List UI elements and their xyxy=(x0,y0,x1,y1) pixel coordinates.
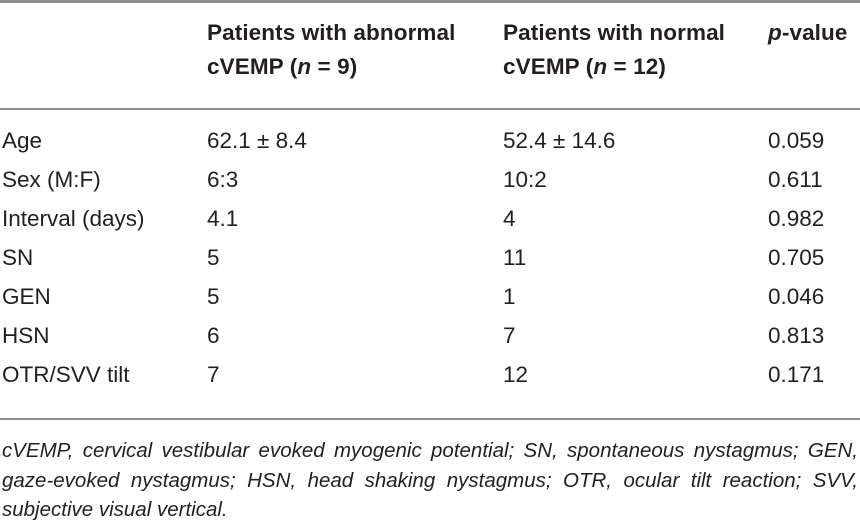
table-row: Sex (M:F) 6:3 10:2 0.611 xyxy=(0,162,860,201)
header-rule xyxy=(0,108,860,110)
header-abnormal-pre: cVEMP ( xyxy=(207,54,298,79)
cell-abnormal: 7 xyxy=(207,362,220,387)
table-footnote: cVEMP, cervical vestibular evoked myogen… xyxy=(2,439,858,521)
header-abnormal-line2: cVEMP (n = 9) xyxy=(207,50,456,84)
cell-normal: 4 xyxy=(503,206,516,231)
header-p-italic: p xyxy=(768,20,782,45)
table-row: HSN 6 7 0.813 xyxy=(0,318,860,357)
header-abnormal-cvemp: Patients with abnormal cVEMP (n = 9) xyxy=(207,16,456,84)
row-label: SN xyxy=(2,245,34,270)
cell-abnormal: 62.1 ± 8.4 xyxy=(207,128,307,153)
cell-abnormal: 6 xyxy=(207,323,220,348)
row-label: OTR/SVV tilt xyxy=(2,362,130,387)
row-label: Age xyxy=(2,128,43,153)
cell-abnormal: 6:3 xyxy=(207,167,239,192)
header-abnormal-line1: Patients with abnormal xyxy=(207,20,456,45)
table-body: Age 62.1 ± 8.4 52.4 ± 14.6 0.059 Sex (M:… xyxy=(0,123,860,396)
table-row: SN 5 11 0.705 xyxy=(0,240,860,279)
cell-p-value: 0.611 xyxy=(768,167,823,192)
header-abnormal-n: n xyxy=(297,54,312,79)
bottom-rule xyxy=(0,418,860,420)
cell-p-value: 0.982 xyxy=(768,206,825,231)
table-row: GEN 5 1 0.046 xyxy=(0,279,860,318)
header-normal-line1: Patients with normal xyxy=(503,20,726,45)
top-rule xyxy=(0,0,860,3)
cell-abnormal: 5 xyxy=(207,284,220,309)
cell-p-value: 0.046 xyxy=(768,284,825,309)
table-row: Age 62.1 ± 8.4 52.4 ± 14.6 0.059 xyxy=(0,123,860,162)
cell-normal: 7 xyxy=(503,323,516,348)
cell-normal: 10:2 xyxy=(503,167,547,192)
cell-p-value: 0.705 xyxy=(768,245,825,270)
cell-abnormal: 5 xyxy=(207,245,220,270)
header-normal-pre: cVEMP ( xyxy=(503,54,594,79)
row-label: Sex (M:F) xyxy=(2,167,101,192)
cell-abnormal: 4.1 xyxy=(207,206,239,231)
cell-p-value: 0.171 xyxy=(768,362,825,387)
header-normal-post: = 12) xyxy=(607,54,666,79)
row-label: HSN xyxy=(2,323,50,348)
cell-normal: 12 xyxy=(503,362,529,387)
header-abnormal-post: = 9) xyxy=(311,54,358,79)
header-normal-cvemp: Patients with normal cVEMP (n = 12) xyxy=(503,16,725,84)
header-p-value: p-value xyxy=(768,16,848,50)
cell-normal: 11 xyxy=(503,245,527,270)
header-normal-line2: cVEMP (n = 12) xyxy=(503,50,725,84)
header-normal-n: n xyxy=(593,54,608,79)
cell-p-value: 0.059 xyxy=(768,128,825,153)
cell-normal: 1 xyxy=(503,284,516,309)
row-label: Interval (days) xyxy=(2,206,145,231)
cell-normal: 52.4 ± 14.6 xyxy=(503,128,616,153)
table-row: OTR/SVV tilt 7 12 0.171 xyxy=(0,357,860,396)
row-label: GEN xyxy=(2,284,51,309)
header-p-rest: -value xyxy=(781,20,848,45)
table-row: Interval (days) 4.1 4 0.982 xyxy=(0,201,860,240)
cell-p-value: 0.813 xyxy=(768,323,825,348)
